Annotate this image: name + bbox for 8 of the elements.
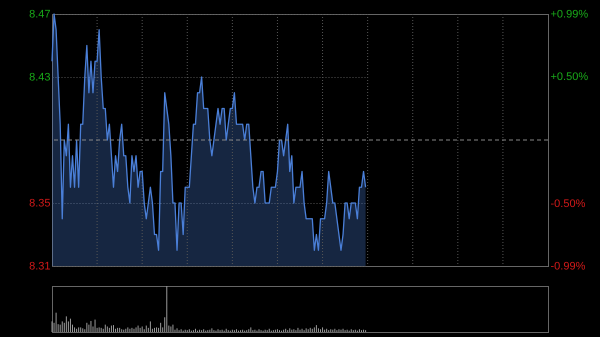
y2-tick-label: +0.50%	[550, 70, 588, 83]
y-tick-label: 8.35	[29, 198, 50, 210]
y2-tick-label: +0.99%	[550, 8, 588, 20]
y-tick-label: 8.43	[29, 72, 50, 84]
y-tick-label: 8.47	[29, 8, 50, 20]
y2-tick-label: -0.50%	[550, 198, 586, 210]
y-tick-label: 8.31	[29, 260, 50, 272]
y2-tick-label: -0.99%	[550, 260, 586, 272]
